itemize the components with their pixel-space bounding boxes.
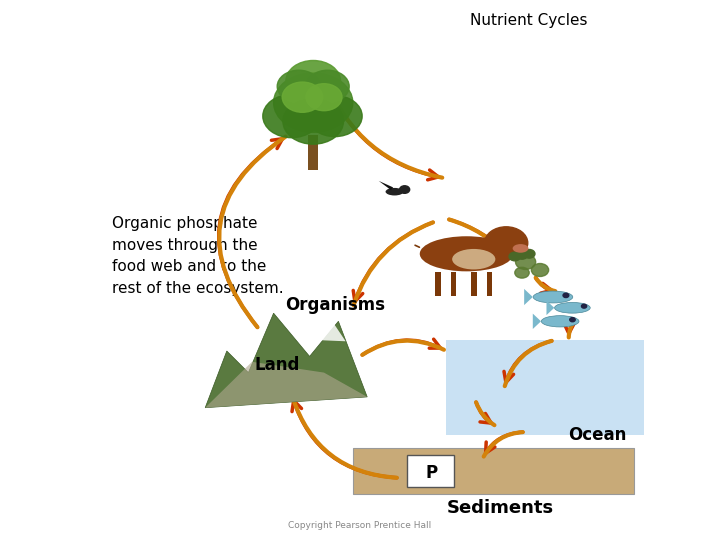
FancyBboxPatch shape (487, 272, 492, 296)
Ellipse shape (420, 237, 513, 271)
Circle shape (282, 82, 323, 112)
Circle shape (400, 186, 410, 193)
Text: Ocean: Ocean (568, 426, 627, 444)
Circle shape (277, 70, 320, 103)
Text: Nutrient Cycles: Nutrient Cycles (470, 14, 588, 29)
FancyBboxPatch shape (446, 340, 644, 435)
FancyBboxPatch shape (353, 448, 634, 494)
Circle shape (516, 251, 528, 259)
Text: Organisms: Organisms (285, 296, 384, 314)
Circle shape (263, 94, 320, 138)
Polygon shape (524, 289, 533, 305)
Circle shape (523, 249, 535, 258)
Circle shape (515, 267, 529, 278)
Text: P: P (426, 463, 438, 482)
Polygon shape (379, 181, 393, 190)
Ellipse shape (452, 249, 495, 269)
Polygon shape (320, 320, 346, 341)
FancyBboxPatch shape (451, 272, 456, 296)
Polygon shape (205, 313, 367, 408)
Polygon shape (533, 314, 541, 329)
Circle shape (286, 60, 341, 102)
Circle shape (485, 227, 528, 259)
Circle shape (563, 293, 569, 298)
Circle shape (531, 264, 549, 276)
Circle shape (570, 318, 575, 322)
Circle shape (274, 73, 353, 132)
Text: Organic phosphate
moves through the
food web and to the
rest of the ecosystem.: Organic phosphate moves through the food… (112, 216, 283, 296)
Circle shape (306, 84, 342, 111)
Polygon shape (546, 300, 554, 315)
Text: Sediments: Sediments (447, 498, 554, 517)
Ellipse shape (541, 316, 579, 327)
Ellipse shape (554, 302, 590, 313)
Circle shape (307, 96, 362, 137)
Ellipse shape (534, 291, 573, 303)
Ellipse shape (513, 244, 528, 253)
FancyBboxPatch shape (407, 455, 454, 487)
FancyBboxPatch shape (471, 272, 477, 296)
FancyBboxPatch shape (308, 135, 318, 170)
Text: Land: Land (254, 355, 300, 374)
Circle shape (582, 304, 587, 308)
Circle shape (306, 70, 349, 103)
FancyBboxPatch shape (435, 272, 441, 296)
Circle shape (516, 254, 536, 269)
Polygon shape (205, 362, 367, 408)
Ellipse shape (386, 188, 404, 195)
Circle shape (509, 252, 521, 261)
Circle shape (283, 99, 343, 144)
Text: Copyright Pearson Prentice Hall: Copyright Pearson Prentice Hall (289, 521, 431, 530)
